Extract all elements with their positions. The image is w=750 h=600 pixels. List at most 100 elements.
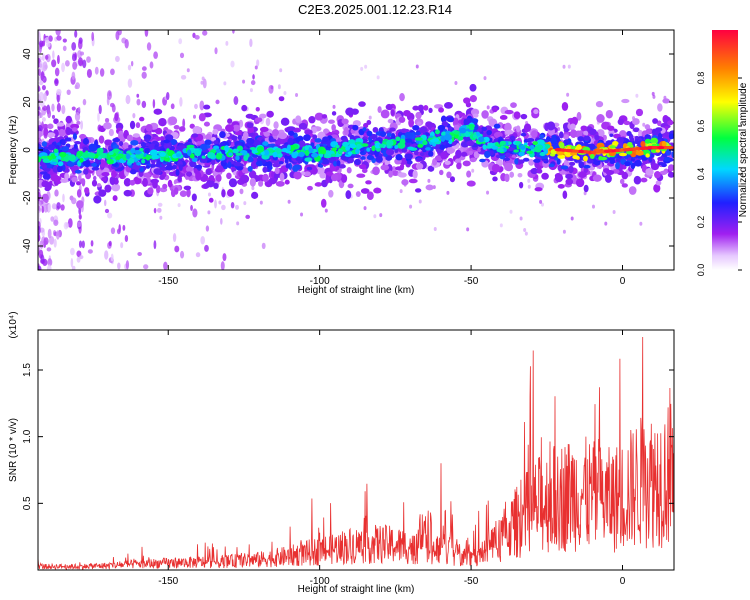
heatmap-cell [52, 50, 55, 60]
heatmap-cell [517, 172, 523, 178]
heatmap-cell [529, 145, 535, 150]
heatmap-cell [71, 106, 76, 111]
heatmap-cell [632, 127, 640, 133]
heatmap-cell [595, 150, 603, 154]
heatmap-cell [280, 117, 290, 126]
heatmap-cell [231, 135, 238, 141]
heatmap-cell [639, 146, 647, 150]
heatmap-cell [355, 147, 360, 155]
heatmap-cell [38, 130, 42, 138]
heatmap-cell [72, 61, 78, 70]
heatmap-cell [605, 169, 615, 176]
heatmap-cell [124, 234, 129, 242]
heatmap-cell [59, 151, 67, 158]
heatmap-cell [543, 148, 549, 155]
heatmap-cell [650, 163, 659, 171]
heatmap-cell [42, 123, 49, 130]
heatmap-cell [194, 103, 198, 110]
heatmap-cell [237, 134, 242, 140]
heatmap-cell [580, 125, 588, 132]
heatmap-cell [245, 113, 255, 119]
heatmap-cell [632, 147, 640, 151]
heatmap-cell [386, 132, 392, 138]
heatmap-cell [504, 109, 514, 115]
heatmap-cell [61, 105, 66, 115]
heatmap-cell [172, 233, 177, 243]
heatmap-cell [79, 255, 84, 260]
heatmap-cell [504, 122, 512, 132]
heatmap-cell [45, 182, 52, 191]
heatmap-cell [255, 160, 264, 167]
x-tick-label: -150 [158, 276, 178, 287]
heatmap-cell [71, 53, 77, 62]
heatmap-cell [178, 164, 183, 171]
heatmap-cell [612, 141, 619, 146]
heatmap-cell [152, 179, 158, 189]
heatmap-cell [98, 135, 105, 144]
heatmap-cell [268, 165, 273, 170]
heatmap-cell [518, 159, 525, 164]
heatmap-cell [141, 159, 146, 164]
heatmap-cell [118, 170, 125, 179]
heatmap-cell [70, 123, 80, 130]
y-tick-label: -40 [22, 238, 33, 253]
heatmap-cell [111, 183, 121, 192]
heatmap-cell [55, 30, 61, 36]
heatmap-cell [163, 156, 170, 162]
heatmap-cell [499, 115, 508, 120]
heatmap-cell [328, 189, 334, 198]
heatmap-cell [135, 122, 141, 129]
heatmap-cell [219, 131, 226, 139]
heatmap-cell [347, 183, 354, 189]
heatmap-cell [141, 71, 147, 79]
heatmap-cell [169, 138, 178, 146]
heatmap-cell [53, 148, 59, 154]
heatmap-cell [446, 146, 455, 154]
heatmap-cell [191, 157, 198, 163]
heatmap-cell [201, 155, 206, 159]
heatmap-cell [274, 167, 280, 175]
heatmap-cell [286, 126, 296, 131]
snr-x-label: Height of straight line (km) [298, 584, 415, 595]
heatmap-cell [74, 111, 81, 122]
heatmap-cell [338, 148, 344, 154]
heatmap-cell [107, 212, 113, 219]
heatmap-cell [80, 120, 84, 130]
heatmap-cell [145, 165, 150, 169]
heatmap-cell [415, 64, 419, 69]
heatmap-cell [372, 166, 380, 176]
heatmap-cell [64, 172, 70, 180]
heatmap-cell [348, 157, 354, 164]
heatmap-cell [129, 179, 136, 186]
heatmap-cell [132, 164, 140, 171]
heatmap-cell [246, 122, 254, 129]
heatmap-cell [314, 138, 322, 143]
heatmap-cell [64, 137, 72, 142]
heatmap-cell [433, 138, 440, 142]
heatmap-cell [62, 38, 67, 43]
heatmap-cell [388, 170, 393, 178]
heatmap-cell [612, 210, 616, 215]
heatmap-cell [228, 178, 238, 188]
heatmap-cell [42, 173, 51, 180]
heatmap-cell [115, 155, 121, 161]
heatmap-cell [47, 258, 53, 267]
heatmap-cell [106, 158, 114, 165]
y-tick-label: 0 [22, 147, 33, 153]
heatmap-cell [496, 147, 505, 153]
heatmap-cell [642, 122, 646, 127]
heatmap-cell [130, 154, 137, 159]
heatmap-cell [232, 148, 239, 154]
heatmap-cell [278, 160, 284, 165]
heatmap-cell [123, 177, 131, 187]
heatmap-cell [457, 136, 464, 141]
heatmap-cell [333, 160, 338, 167]
colorbar-scale [712, 30, 738, 270]
snr-panel: -150 -100 -50 0 0.5 1.0 1.5 Height of straigh… [8, 311, 675, 595]
heatmap-cell [179, 250, 185, 259]
x-tick-label: 0 [620, 576, 626, 587]
heatmap-cell [115, 30, 120, 41]
heatmap-cell [524, 231, 528, 236]
heatmap-cell [651, 146, 659, 150]
heatmap-cell [177, 203, 181, 208]
